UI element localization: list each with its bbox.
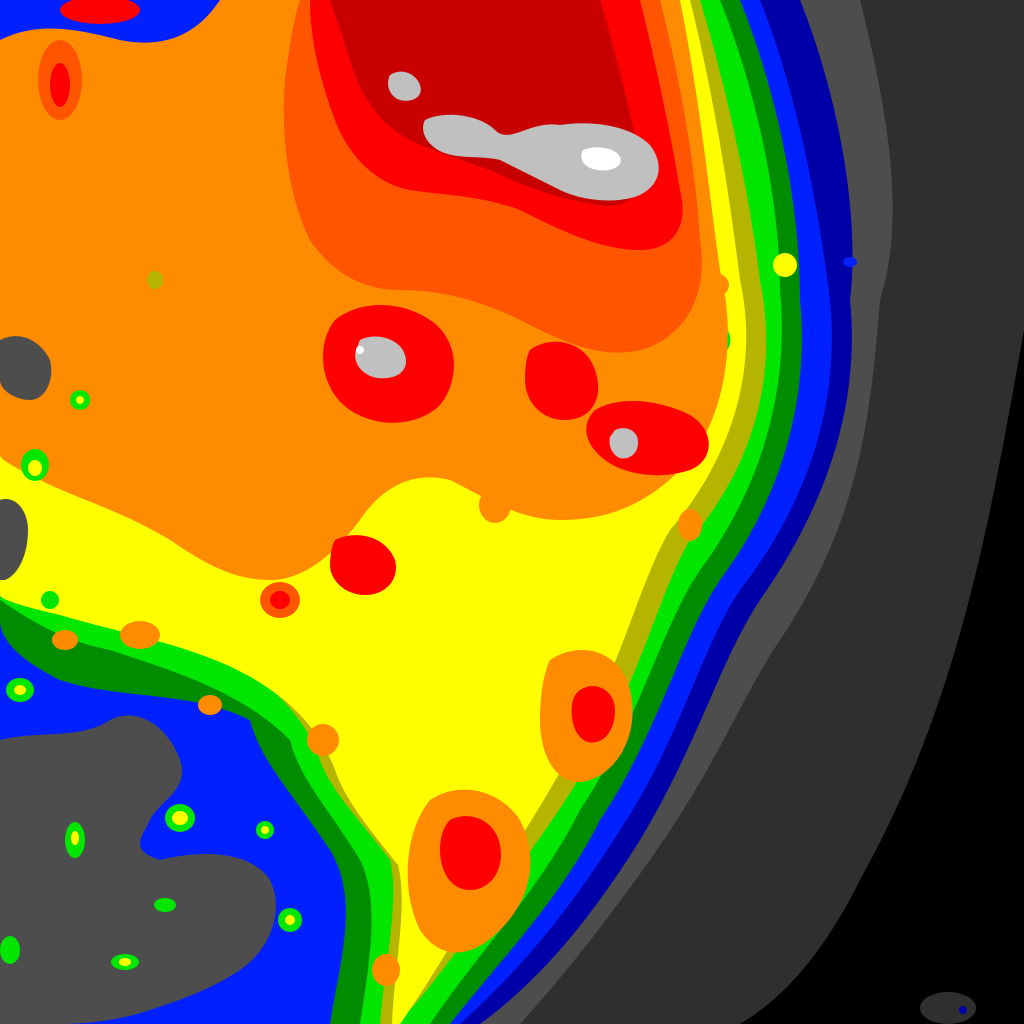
town-6 [364,456,396,484]
town-10 [701,273,729,297]
zone-light-gray-central [355,336,406,379]
zone-red-southeast [571,686,615,743]
town-7 [270,448,300,472]
town-9 [128,120,152,140]
zone-west-gray-mid [0,499,28,580]
town-1-core [147,271,163,289]
belt-towns [38,0,797,986]
zone-southwest-gray [0,715,276,1024]
settlement-3-core [172,811,188,825]
zone-red-west [330,535,396,595]
settlement-1-core [28,460,42,476]
zone-light-gray-east [609,428,638,459]
zone-light-gray-core [423,114,659,201]
town-5 [479,487,511,523]
town-19 [60,0,140,24]
settlement-2-core [76,396,84,404]
town-3 [307,724,339,756]
town-13 [678,509,702,541]
zone-red-east [586,400,709,476]
settlement-8-core [261,826,269,834]
town-2 [120,621,160,649]
settlement-11 [0,936,20,964]
dark-spot-1-core [959,1006,967,1014]
dark-spot-3 [843,257,857,267]
zone-red-mid [525,341,599,420]
town-8 [96,198,124,222]
zone-light-gray-north [388,71,421,101]
town-15 [52,630,78,650]
southeast-dark-spots [685,257,976,1024]
settlement-4-core [71,831,79,845]
settlement-7-core [119,958,131,966]
town-17 [198,695,222,715]
town-16-core [50,63,70,107]
town-12 [372,954,400,986]
dark-spot-1 [920,992,976,1024]
settlement-6-core [285,915,295,925]
zone-red-south [440,816,501,890]
town-11 [773,253,797,277]
settlement-10 [154,898,176,912]
town-14 [218,215,242,235]
zone-west-gray-north [0,336,52,400]
dark-spot-2 [685,1002,691,1008]
town-18 [356,346,364,354]
town-4-core [270,591,290,609]
west-settlements [0,390,302,970]
zone-white-core [581,147,621,171]
settlement-5-core [14,685,26,695]
settlement-9 [41,591,59,609]
